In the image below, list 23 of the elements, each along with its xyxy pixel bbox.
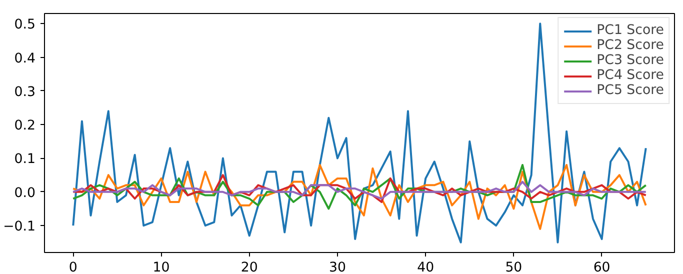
legend-label: PC2 Score: [596, 38, 664, 53]
x-tick-label: 30: [328, 260, 346, 274]
x-tick-label: 10: [152, 260, 170, 274]
x-tick-label: 0: [68, 260, 78, 274]
x-tick-label: 40: [417, 260, 434, 274]
legend-label: PC4 Score: [596, 68, 664, 83]
x-tick-label: 50: [505, 260, 522, 274]
y-tick-label: 0.5: [14, 18, 36, 33]
line-series: [72, 180, 647, 200]
y-tick-label: 0.2: [14, 118, 36, 134]
y-tick-label: 0.4: [14, 51, 36, 66]
y-tick-label: −0.1: [3, 220, 36, 235]
legend-label: PC1 Score: [596, 23, 664, 38]
line-series: [72, 164, 647, 210]
y-tick-label: 0.0: [14, 186, 36, 201]
y-tick-label: 0.1: [14, 152, 36, 168]
y-tick-label: 0.3: [14, 84, 36, 100]
legend-label: PC5 Score: [596, 83, 664, 98]
x-tick-label: 60: [593, 260, 610, 274]
x-tick-label: 20: [240, 260, 258, 274]
legend-label: PC3 Score: [596, 53, 664, 68]
line-series: [72, 174, 647, 204]
line-series: [72, 164, 647, 230]
